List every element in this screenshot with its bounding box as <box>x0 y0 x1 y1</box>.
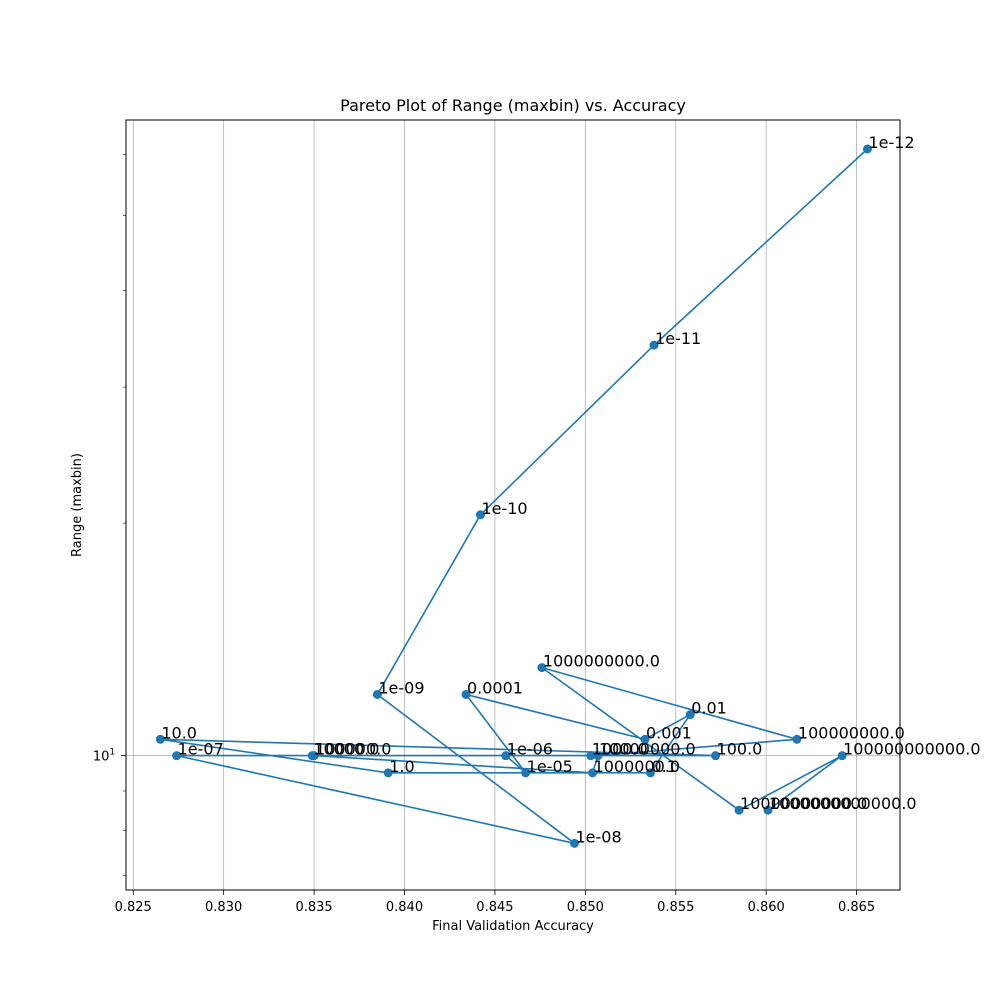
data-point <box>461 689 471 699</box>
point-label: 1e-12 <box>868 133 914 152</box>
data-point <box>372 689 382 699</box>
point-label: 10.0 <box>161 723 197 742</box>
x-axis-label: Final Validation Accuracy <box>432 919 594 934</box>
data-point <box>763 805 773 815</box>
data-point <box>537 663 547 673</box>
data-points-group <box>155 144 872 848</box>
x-tick-label: 0.860 <box>748 900 785 915</box>
data-point <box>588 768 598 778</box>
point-label: 100000000000.0 <box>843 740 980 759</box>
x-tick-label: 0.835 <box>295 900 332 915</box>
data-point <box>649 340 659 350</box>
point-label: 100000000.0 <box>798 723 905 742</box>
data-point <box>586 751 596 761</box>
data-point <box>383 768 393 778</box>
point-label: 0.0001 <box>467 678 523 697</box>
point-label: 1e-06 <box>507 740 553 759</box>
data-point <box>155 734 165 744</box>
x-tick-label: 0.865 <box>838 900 875 915</box>
point-label: 0.1 <box>651 757 676 776</box>
data-point <box>569 838 579 848</box>
data-point <box>792 734 802 744</box>
x-tick-label: 0.830 <box>205 900 242 915</box>
y-axis-label: Range (maxbin) <box>70 453 85 557</box>
data-point <box>172 751 182 761</box>
point-label: 1000000.0 <box>594 757 681 776</box>
plot-frame <box>125 119 901 891</box>
data-point <box>309 751 319 761</box>
x-tick-label: 0.825 <box>115 900 152 915</box>
point-label: 0.01 <box>691 699 727 718</box>
axis-ticks: 0.825 0.830 0.835 0.840 0.845 0.850 0.855 0.860… <box>93 154 875 915</box>
data-point <box>521 768 531 778</box>
data-point <box>501 751 511 761</box>
point-label: 10000.0 <box>313 740 379 759</box>
point-label: 100000.0 <box>315 740 391 759</box>
data-point <box>711 751 721 761</box>
point-label: 1000000000.0 <box>543 652 660 671</box>
point-label: 1e-05 <box>527 757 573 776</box>
point-label: 1000000000000.0 <box>769 794 917 813</box>
data-point <box>734 805 744 815</box>
point-label: 1e-11 <box>655 329 701 348</box>
point-label: 0.001 <box>646 723 692 742</box>
chart-title: Pareto Plot of Range (maxbin) vs. Accura… <box>340 96 686 115</box>
point-label: 1000.0 <box>592 740 648 759</box>
point-label: 1.0 <box>389 757 414 776</box>
point-label: 10000000000.0 <box>740 794 867 813</box>
point-label: 100.0 <box>717 740 763 759</box>
data-point <box>645 768 655 778</box>
point-labels-group: 1e-12 1e-11 1e-10 1e-09 1e-08 1e-07 1e-061e-05… <box>161 133 980 846</box>
data-point <box>593 751 603 761</box>
point-label: 10000000.0 <box>599 740 696 759</box>
x-tick-label: 0.850 <box>567 900 604 915</box>
data-point <box>640 734 650 744</box>
data-point <box>475 510 485 520</box>
point-label: 1e-09 <box>378 678 424 697</box>
point-label: 1e-08 <box>575 827 621 846</box>
data-point <box>685 710 695 720</box>
x-tick-label: 0.845 <box>476 900 513 915</box>
data-point <box>862 144 872 154</box>
point-label: 1e-10 <box>481 499 527 518</box>
point-label: 1e-07 <box>178 740 224 759</box>
x-tick-label: 0.840 <box>386 900 423 915</box>
x-tick-label: 0.855 <box>657 900 694 915</box>
y-tick-label: 101 <box>93 748 115 765</box>
data-point <box>837 751 847 761</box>
